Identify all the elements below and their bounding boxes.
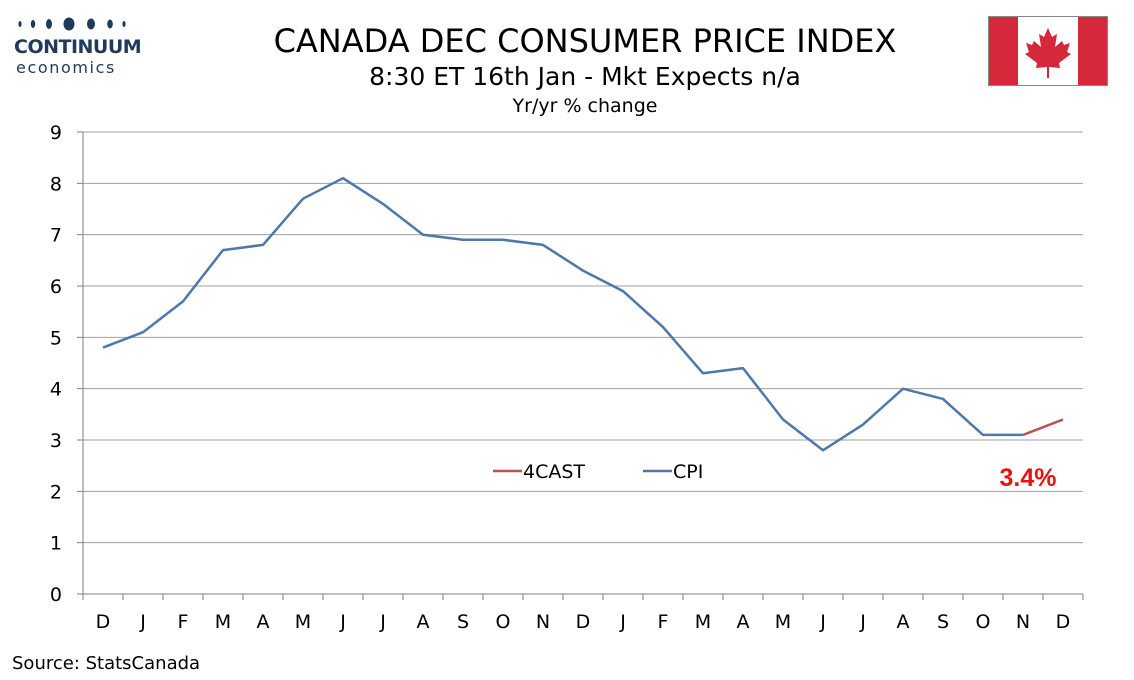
x-tick-label: N — [1016, 611, 1030, 633]
x-tick-label: J — [619, 611, 626, 633]
y-tick-label: 9 — [50, 122, 62, 144]
y-tick-label: 4 — [50, 379, 62, 401]
y-tick-label: 5 — [50, 327, 62, 349]
legend: 4CAST CPI — [493, 461, 703, 483]
series-line-4cast — [1022, 418, 1064, 437]
legend-label-4cast: 4CAST — [523, 461, 585, 483]
continuum-economics-logo: CONTINUUM economics — [14, 14, 144, 77]
y-tick-label: 2 — [50, 481, 62, 503]
chart-title: CANADA DEC CONSUMER PRICE INDEX — [273, 22, 897, 60]
y-tick-label: 3 — [50, 430, 62, 452]
x-tick-label: D — [576, 611, 591, 633]
x-tick-label: M — [215, 611, 231, 633]
series-line-cpi — [102, 176, 1023, 452]
x-tick-label: F — [178, 611, 189, 633]
x-tick-label: F — [658, 611, 669, 633]
x-tick-label: A — [897, 611, 910, 633]
x-tick-label: J — [339, 611, 346, 633]
logo-dots-icon — [18, 17, 126, 31]
legend-label-cpi: CPI — [673, 461, 703, 483]
x-tick-label: S — [937, 611, 949, 633]
x-tick-label: A — [257, 611, 270, 633]
x-tick-label: A — [417, 611, 430, 633]
x-tick-label: O — [976, 611, 991, 633]
x-tick-label: A — [737, 611, 750, 633]
x-tick-label: M — [775, 611, 791, 633]
x-tick-label: J — [379, 611, 386, 633]
y-tick-label: 8 — [50, 173, 62, 195]
forecast-annotation: 3.4% — [1000, 464, 1057, 492]
x-tick-label: J — [819, 611, 826, 633]
x-tick-label: J — [139, 611, 146, 633]
y-tick-label: 7 — [50, 225, 62, 247]
x-tick-label: M — [295, 611, 311, 633]
axes: 0 1 2 3 4 5 6 7 8 9 D J F M A M J J A S O N D J F M A M J J A S O N D — [50, 122, 1084, 633]
x-tick-label: O — [496, 611, 511, 633]
series-lines — [102, 176, 1064, 452]
x-tick-label: S — [457, 611, 469, 633]
chart-subtitle: 8:30 ET 16th Jan - Mkt Expects n/a — [369, 62, 801, 91]
gridlines — [83, 131, 1083, 544]
y-tick-label: 1 — [50, 533, 62, 555]
y-tick-label: 0 — [50, 584, 62, 606]
canada-flag-icon — [988, 16, 1108, 86]
x-tick-label: M — [695, 611, 711, 633]
logo-subtitle: economics — [16, 58, 116, 77]
logo-name: CONTINUUM — [14, 36, 142, 58]
chart-units: Yr/yr % change — [512, 95, 658, 117]
x-tick-label: N — [536, 611, 550, 633]
x-tick-label: D — [96, 611, 111, 633]
x-tick-label: D — [1056, 611, 1071, 633]
y-tick-label: 6 — [50, 276, 62, 298]
source-note: Source: StatsCanada — [12, 653, 201, 674]
x-tick-label: J — [859, 611, 866, 633]
